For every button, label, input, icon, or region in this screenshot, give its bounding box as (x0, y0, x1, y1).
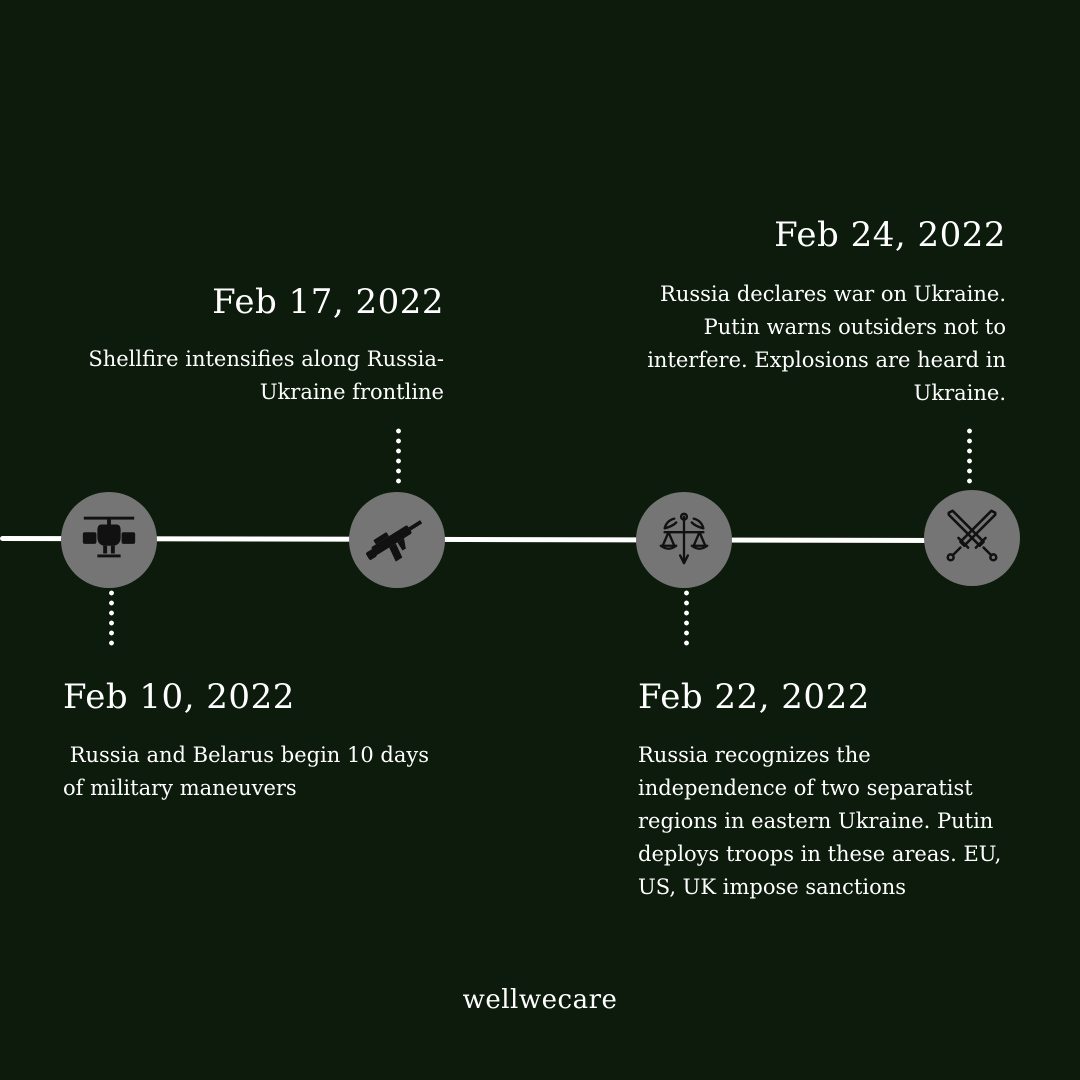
helicopter-icon (78, 507, 140, 573)
timeline-node-feb-10 (61, 492, 157, 588)
event-date: Feb 10, 2022 (63, 677, 295, 717)
timeline-node-feb-17 (349, 492, 445, 588)
event-date: Feb 22, 2022 (638, 677, 870, 717)
connector-feb-10 (109, 588, 114, 646)
connector-feb-24 (967, 426, 972, 484)
justice-scales-icon (653, 507, 715, 573)
timeline-node-feb-24 (924, 490, 1020, 586)
event-feb-24: Feb 24, 2022 Russia declares war on Ukra… (644, 215, 1006, 410)
event-date: Feb 24, 2022 (774, 215, 1006, 255)
timeline-node-feb-22 (636, 492, 732, 588)
rifle-icon (366, 507, 428, 573)
event-description: Russia recognizes the independence of tw… (638, 743, 1002, 899)
event-description: Russia and Belarus begin 10 days of mili… (63, 743, 436, 800)
brand-wordmark: wellwecare (462, 985, 618, 1015)
event-description: Shellfire intensifies along Russia-Ukrai… (88, 347, 444, 404)
event-date: Feb 17, 2022 (212, 282, 444, 322)
connector-feb-17 (396, 426, 401, 484)
event-feb-10: Feb 10, 2022 Russia and Belarus begin 10… (63, 677, 453, 805)
event-feb-22: Feb 22, 2022 Russia recognizes the indep… (638, 677, 1018, 904)
crossed-swords-icon (941, 505, 1003, 571)
event-feb-17: Feb 17, 2022 Shellfire intensifies along… (84, 282, 444, 409)
event-description: Russia declares war on Ukraine. Putin wa… (647, 282, 1006, 405)
connector-feb-22 (684, 588, 689, 646)
